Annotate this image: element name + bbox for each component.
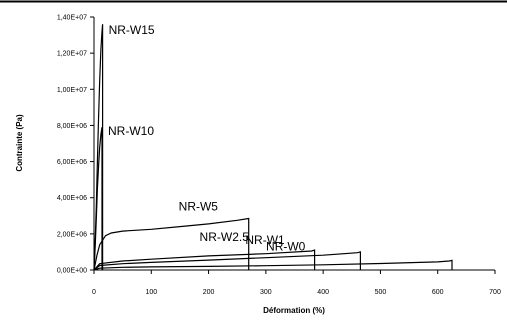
y-tick-label: 1,20E+07 [57,51,87,58]
x-tick-label: 400 [317,289,329,296]
x-tick-label: 200 [203,289,215,296]
series-label-5: NR-W0 [266,239,306,253]
y-tick-label: 8,00E+06 [57,123,87,130]
series-label-2: NR-W5 [179,199,219,213]
x-tick-label: 500 [375,289,387,296]
series-lines [93,24,453,271]
y-tick-label: 1,40E+07 [57,15,87,22]
y-tick-label: 2,00E+06 [57,231,87,238]
series-line-3 [93,249,316,271]
series-label-1: NR-W10 [108,124,154,138]
series-line-1 [93,127,103,271]
series-label-3: NR-W2.5 [200,230,250,244]
x-tick-label: 100 [145,289,157,296]
series-label-4: NR-W1 [245,233,285,247]
y-tick-label: 0,00E+00 [57,268,87,275]
x-tick-label: 700 [489,289,501,296]
y-tick-label: 4,00E+06 [57,195,87,202]
x-axis-title: Déformation (%) [263,306,325,315]
y-axis-title: Contrainte (Pa) [15,114,24,172]
x-tick-label: 600 [432,289,444,296]
series-line-2 [93,217,250,271]
x-tick-label: 0 [92,289,96,296]
y-tick-label: 6,00E+06 [57,159,87,166]
x-tick-label: 300 [260,289,272,296]
y-tick-label: 1,00E+07 [57,87,87,94]
y-axis-ticks: 0,00E+00 2,00E+06 4,00E+06 6,00E+06 8,00E+06… [57,15,94,275]
series-line-5 [93,259,453,271]
series-label-0: NR-W15 [109,23,155,37]
x-axis-ticks: 0 100 200 300 400 500 600 700 [92,270,501,296]
series-line-4 [93,251,361,271]
